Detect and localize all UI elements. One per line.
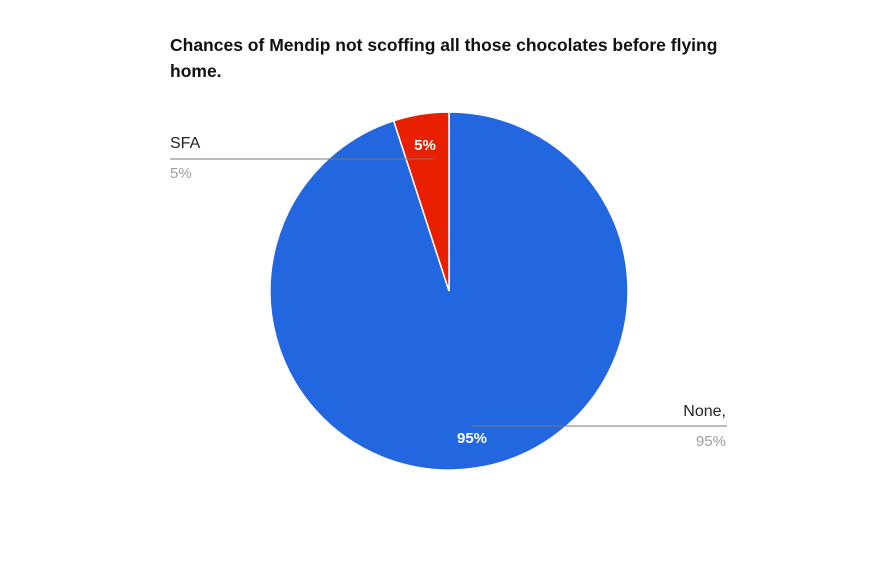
slice-label-1: 5% bbox=[414, 137, 436, 154]
pie-slices bbox=[269, 111, 629, 471]
chart-title: Chances of Mendip not scoffing all those… bbox=[170, 35, 718, 81]
pie-slice-1 bbox=[392, 111, 450, 292]
legend-pct-1: 5% bbox=[170, 165, 192, 182]
slice-label-0: 95% bbox=[457, 430, 487, 447]
legend-label-1: SFA bbox=[170, 135, 201, 152]
pie-slice-0 bbox=[269, 111, 629, 471]
legend-label-0: None, bbox=[683, 403, 726, 420]
legend-pct-0: 95% bbox=[696, 433, 726, 450]
leader-lines bbox=[170, 158, 727, 427]
pie-labels: 95% None, 95% 5% SFA 5% bbox=[170, 135, 726, 450]
